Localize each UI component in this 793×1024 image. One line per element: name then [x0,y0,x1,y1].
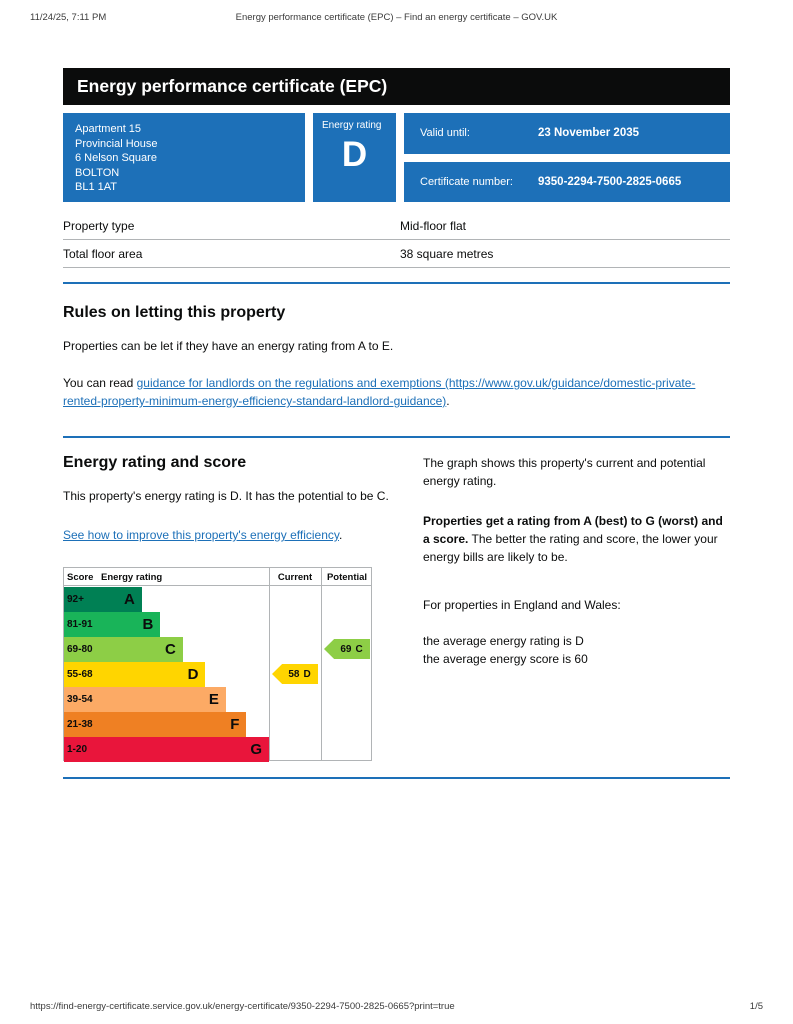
band-score-range: 39-54 [67,694,93,705]
guidance-text-suffix: . [446,394,450,408]
certificate-page: Energy performance certificate (EPC) Apa… [63,68,730,779]
epc-band-g: 1-20 G [64,737,269,762]
band-score-range: 55-68 [67,669,93,680]
averages-paragraph: the average energy rating is D the avera… [423,632,730,668]
browser-print-footer: https://find-energy-certificate.service.… [30,1001,763,1012]
rating-column-header: Energy rating [101,572,163,583]
rating-scale-paragraph: Properties get a rating from A (best) to… [423,512,730,566]
certificate-summary: Apartment 15 Provincial House 6 Nelson S… [63,113,730,202]
england-wales-paragraph: For properties in England and Wales: [423,598,621,612]
address-line: BL1 1AT [75,181,117,194]
epc-chart-row: 1-20 G [64,737,269,762]
address-line: Provincial House [75,137,158,150]
section-divider [63,282,730,284]
epc-chart-header: Score Energy rating Current Potential [64,568,371,586]
graph-explainer-paragraph: The graph shows this property's current … [423,456,706,488]
guidance-paragraph: You can read guidance for landlords on t… [63,374,727,410]
improve-suffix: . [338,528,343,542]
property-type-value: Mid-floor flat [400,219,467,233]
table-row: Total floor area 38 square metres [63,240,730,268]
epc-chart-rows: 92+ A 81-91 B 69-80 C 55-68 D 39-54 E 21-38 F 1-20 G [64,587,269,762]
band-score-range: 1-20 [67,744,88,755]
epc-chart-row: 81-91 B [64,612,269,637]
address-line: 6 Nelson Square [75,152,157,165]
rating-right-column: The graph shows this property's current … [423,454,730,668]
epc-chart-row: 92+ A [64,587,269,612]
floor-area-value: 38 square metres [400,247,494,261]
epc-band-d: 55-68 D [64,662,206,687]
address-line: Apartment 15 [75,123,142,135]
epc-chart-row: 39-54 E [64,687,269,712]
band-letter: C [165,641,176,658]
epc-chart: Score Energy rating Current Potential 92… [63,567,372,762]
certificate-number-label: Certificate number: [420,175,513,188]
valid-until-value: 23 November 2035 [538,127,640,140]
valid-until-box: Valid until: 23 November 2035 [404,113,730,154]
browser-print-header: Energy performance certificate (EPC) – F… [30,12,763,26]
landlord-guidance-link[interactable]: guidance for landlords on the regulation… [63,376,696,408]
band-letter: B [142,616,154,633]
average-rating-line: the average energy rating is D [423,634,584,648]
epc-band-e: 39-54 E [64,687,226,712]
epc-band-a: 92+ A [64,587,142,612]
section-divider [63,436,730,438]
property-address: Apartment 15 Provincial House 6 Nelson S… [63,113,305,202]
epc-chart-row: 69-80 C [64,637,269,662]
validity-column: Valid until: 23 November 2035 Certificat… [404,113,730,202]
epc-band-c: 69-80 C [64,637,183,662]
print-page-title: Energy performance certificate (EPC) – F… [235,12,558,23]
rating-left-column: Energy rating and score This property's … [63,454,390,762]
table-row: Property type Mid-floor flat [63,212,730,240]
print-url: https://find-energy-certificate.service.… [30,1001,455,1012]
epc-band-f: 21-38 F [64,712,247,737]
band-score-range: 81-91 [67,619,93,630]
band-letter: D [187,666,199,683]
energy-rating-box: Energy rating D [313,113,396,202]
property-type-label: Property type [63,219,135,233]
epc-chart-row: 55-68 D [64,662,269,687]
rating-scale-bold: Properties get a rating from A (best) to… [423,514,723,546]
print-page-number: 1/5 [749,1001,763,1012]
page-title: Energy performance certificate (EPC) [77,76,388,96]
guidance-text-prefix: You can read [63,376,137,390]
band-letter: F [230,716,240,733]
current-rating-marker: 58 D [272,664,318,684]
letting-paragraph: Properties can be let if they have an en… [63,339,394,353]
current-column-divider [269,568,270,760]
rules-heading: Rules on letting this property [63,304,286,321]
band-letter: E [208,691,219,708]
band-score-range: 69-80 [67,644,93,655]
current-column-header: Current [277,572,313,583]
rating-heading: Energy rating and score [63,454,247,471]
rating-section: Energy rating and score This property's … [63,454,730,762]
address-line: BOLTON [75,166,120,179]
improve-paragraph: See how to improve this property's energ… [63,526,390,544]
band-letter: G [250,741,262,758]
potential-column-header: Potential [326,572,368,583]
energy-rating-value: D [341,135,368,174]
band-letter: A [124,591,135,608]
certificate-number-box: Certificate number: 9350-2294-7500-2825-… [404,161,730,202]
rating-summary-paragraph: This property's energy rating is D. It h… [63,489,389,503]
rating-scale-rest: The better the rating and score, the low… [423,532,718,564]
floor-area-label: Total floor area [63,247,143,261]
valid-until-label: Valid until: [420,127,470,140]
potential-column-divider [321,568,322,760]
section-divider [63,777,730,779]
band-score-range: 21-38 [67,719,93,730]
score-column-header: Score [67,572,94,583]
epc-band-b: 81-91 B [64,612,161,637]
improve-efficiency-link[interactable]: See how to improve this property's energ… [63,528,339,542]
average-score-line: the average energy score is 60 [423,652,588,666]
epc-banner: Energy performance certificate (EPC) [63,68,730,105]
property-details-table: Property type Mid-floor flat Total floor… [63,212,730,268]
print-datetime: 11/24/25, 7:11 PM [30,12,113,23]
certificate-number-value: 9350-2294-7500-2825-0665 [538,175,682,188]
band-score-range: 92+ [67,594,84,605]
epc-chart-row: 21-38 F [64,712,269,737]
energy-rating-label: Energy rating [322,120,382,131]
potential-rating-marker: 69 C [324,639,370,659]
